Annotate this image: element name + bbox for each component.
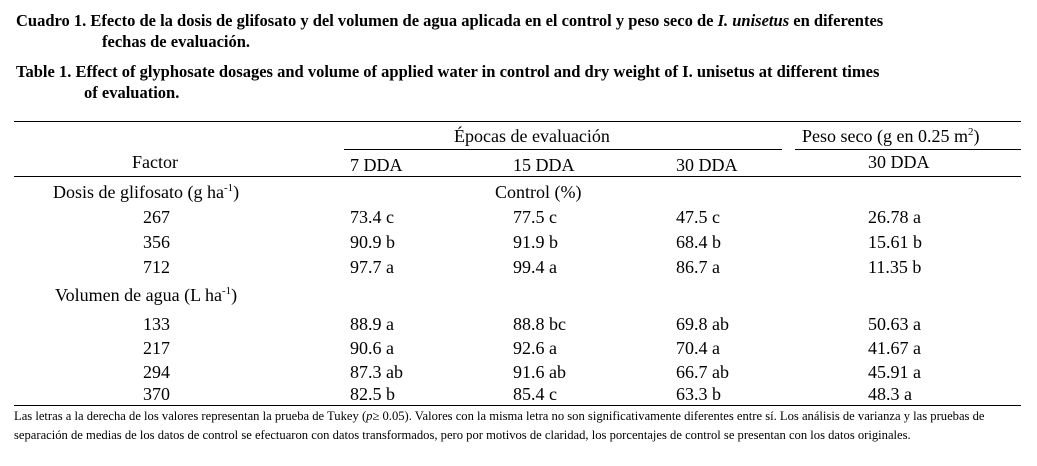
volumen-peso-seco: 45.91 a [868,362,921,382]
volumen-30dda: 66.7 ab [676,362,729,382]
dosis-15dda: 91.9 b [513,232,558,252]
volumen-7dda: 88.9 a [350,314,394,334]
caption-en-line1: Effect of glyphosate dosages and volume … [71,62,880,81]
caption-es-line1-post: en diferentes [789,11,884,30]
dosis-peso-seco: 26.78 a [868,207,921,227]
caption-english: Table 1. Effect of glyphosate dosages an… [16,61,879,103]
caption-es-line2: fechas de evaluación. [102,32,251,51]
volumen-30dda: 69.8 ab [676,314,729,334]
volumen-15dda: 91.6 ab [513,362,566,382]
dosis-30dda: 86.7 a [676,257,720,277]
volumen-7dda: 87.3 ab [350,362,403,382]
dosis-7dda: 73.4 c [350,207,394,227]
header-bottom-rule [14,176,1021,177]
volumen-peso-seco: 50.63 a [868,314,921,334]
section-volumen-label: Volumen de agua (L ha-1) [55,285,238,305]
dosis-7dda: 90.9 b [350,232,395,252]
header-30dda: 30 DDA [676,155,738,175]
volumen-30dda: 70.4 a [676,338,720,358]
volumen-30dda: 63.3 b [676,384,721,404]
volumen-7dda: 90.6 a [350,338,394,358]
volumen-15dda: 88.8 bc [513,314,566,334]
dosis-15dda: 77.5 c [513,207,557,227]
section-control-subheader: Control (%) [495,182,582,202]
dosis-15dda: 99.4 a [513,257,557,277]
header-15dda: 15 DDA [513,155,575,175]
peso-seco-underline [795,149,1021,150]
dosis-peso-seco: 11.35 b [868,257,922,277]
volumen-factor: 217 [143,338,170,358]
table-bottom-rule [14,405,1021,406]
epocas-underline [344,149,782,150]
volumen-peso-seco: 48.3 a [868,384,912,404]
dosis-30dda: 47.5 c [676,207,720,227]
volumen-factor: 133 [143,314,170,334]
table-top-rule [14,121,1021,122]
section-dosis-label: Dosis de glifosato (g ha-1) [53,182,240,202]
caption-en-line2: of evaluation. [84,83,180,102]
volumen-15dda: 92.6 a [513,338,557,358]
volumen-factor: 370 [143,384,170,404]
volumen-peso-seco: 41.67 a [868,338,921,358]
caption-spanish: Cuadro 1. Efecto de la dosis de glifosat… [16,10,883,52]
header-epocas: Épocas de evaluación [454,126,610,146]
caption-es-species: I. unisetus [717,11,790,30]
table-footnote: Las letras a la derecha de los valores r… [14,409,985,442]
caption-en-label: Table 1. [16,62,72,81]
dosis-factor: 712 [143,257,170,277]
dosis-7dda: 97.7 a [350,257,394,277]
volumen-15dda: 85.4 c [513,384,557,404]
dosis-peso-seco: 15.61 b [868,232,922,252]
dosis-factor: 267 [143,207,170,227]
dosis-factor: 356 [143,232,170,252]
header-peso-seco: Peso seco (g en 0.25 m2) [802,126,980,146]
volumen-factor: 294 [143,362,170,382]
caption-es-line1-pre: Efecto de la dosis de glifosato y del vo… [86,11,718,30]
header-peso-30dda: 30 DDA [868,152,930,172]
dosis-30dda: 68.4 b [676,232,721,252]
volumen-7dda: 82.5 b [350,384,395,404]
header-factor: Factor [132,152,178,172]
caption-es-label: Cuadro 1. [16,11,87,30]
header-7dda: 7 DDA [350,155,403,175]
